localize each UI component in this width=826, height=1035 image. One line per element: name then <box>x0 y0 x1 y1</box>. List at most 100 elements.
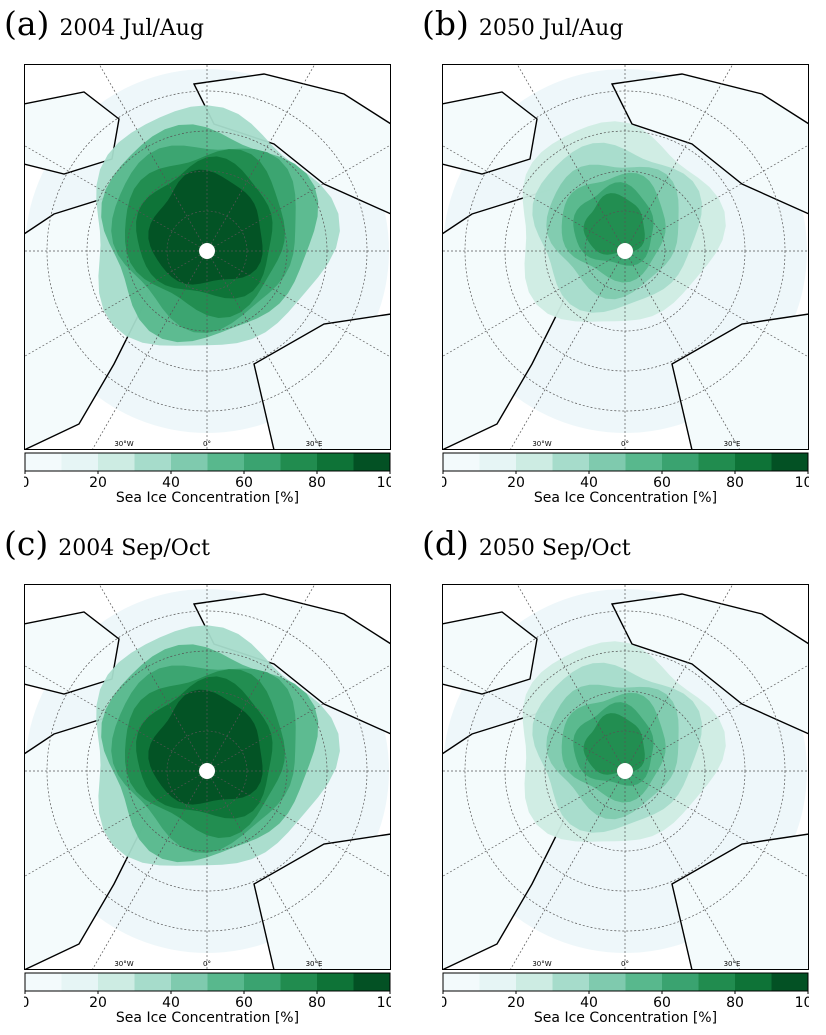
colorbar-tick-label: 0 <box>24 995 29 1010</box>
colorbar-tick-label: 100 <box>795 995 809 1010</box>
meridian-line <box>91 250 208 450</box>
colorbar-tick-label: 60 <box>235 475 253 490</box>
longitude-label: 30°W <box>532 960 551 968</box>
colorbar-label: Sea Ice Concentration [%] <box>533 1010 718 1026</box>
pole-hole <box>617 243 633 259</box>
colorbar-tick-label: 60 <box>653 475 671 490</box>
colorbar-bin <box>625 973 663 991</box>
meridian-line <box>206 770 391 878</box>
panel-letter: (c) <box>4 524 49 563</box>
colorbar-frame <box>24 972 391 992</box>
panel-title: (c) 2004 Sep/Oct <box>4 524 210 563</box>
meridian-line <box>206 250 323 450</box>
colorbar-bin <box>552 453 590 471</box>
coastline <box>442 91 538 175</box>
longitude-label: 30°E <box>724 440 741 448</box>
colorbar-bin <box>589 453 626 471</box>
longitude-label: 30°W <box>532 440 551 448</box>
colorbar-bin <box>625 453 663 471</box>
colorbar-bin <box>443 973 480 991</box>
colorbar-bin <box>735 973 772 991</box>
colorbar-bin <box>61 973 99 991</box>
pole-hole <box>199 243 215 259</box>
longitude-label: 30°E <box>724 960 741 968</box>
colorbar-bin <box>353 973 391 991</box>
meridian-line <box>24 664 208 772</box>
sea-ice-contour <box>583 193 645 255</box>
colorbar: 0 20 40 60 80 100 <box>442 452 809 490</box>
panel-letter: (b) <box>422 4 469 43</box>
meridian-line <box>624 144 809 252</box>
colorbar-tick-label: 20 <box>89 475 107 490</box>
colorbar-bin <box>662 973 699 991</box>
pole-hole <box>199 763 215 779</box>
colorbar-frame <box>442 452 809 472</box>
panel-d: (d)2050 Sep/Oct 30°W0°30°E 020406080100 … <box>418 520 818 1035</box>
colorbar-tick-label: 0 <box>442 995 447 1010</box>
colorbar-frame <box>24 452 391 472</box>
colorbar-bin <box>25 453 62 471</box>
panel-letter: (d) <box>422 524 469 563</box>
colorbar-tick-label: 100 <box>795 475 809 490</box>
panel-a: (a)2004 Jul/Aug 30°W0°30°E 020406080100 … <box>0 0 400 515</box>
colorbar-bin <box>771 973 809 991</box>
colorbar-bin <box>516 973 553 991</box>
panel-c: (c)2004 Sep/Oct 30°W0°30°E 020406080100 … <box>0 520 400 1035</box>
colorbar-bin <box>552 973 590 991</box>
colorbar-tick-label: 80 <box>308 475 326 490</box>
coastline <box>610 73 809 215</box>
colorbar-bin <box>771 453 809 471</box>
colorbar-bin <box>25 973 62 991</box>
colorbar: 0 20 40 60 80 100 <box>24 972 391 1010</box>
map-frame <box>24 64 391 450</box>
colorbar-bin <box>516 453 553 471</box>
colorbar-tick-label: 60 <box>653 995 671 1010</box>
colorbar-bin <box>662 453 699 471</box>
coastline <box>610 593 809 735</box>
colorbar-tick-label: 100 <box>377 995 391 1010</box>
pole-hole <box>617 763 633 779</box>
meridian-line <box>98 64 208 252</box>
longitude-label: 0° <box>203 440 211 448</box>
longitude-label: 0° <box>203 960 211 968</box>
colorbar-tick-label: 80 <box>308 995 326 1010</box>
longitude-label: 30°W <box>114 440 133 448</box>
colorbar-tick-label: 40 <box>162 475 180 490</box>
colorbar-bin <box>698 973 736 991</box>
colorbar-tick-label: 80 <box>726 995 744 1010</box>
meridian-line <box>624 250 741 450</box>
map-frame <box>24 584 391 970</box>
panel-title-text: 2004 Sep/Oct <box>58 536 210 561</box>
map-frame <box>442 64 809 450</box>
polar-map: 30°W 0° 30°E <box>24 64 391 450</box>
colorbar-bin <box>207 973 245 991</box>
colorbar-bin <box>171 453 208 471</box>
colorbar-bin <box>207 453 245 471</box>
longitude-label: 0° <box>621 960 629 968</box>
colorbar-bin <box>280 973 318 991</box>
longitude-label: 30°W <box>114 960 133 968</box>
meridian-line <box>624 250 809 358</box>
colorbar-label: Sea Ice Concentration [%] <box>115 490 300 506</box>
panel-b: (b)2050 Jul/Aug 30°W0°30°E 020406080100 … <box>418 0 818 515</box>
meridian-line <box>624 770 809 878</box>
meridian-line <box>206 664 391 772</box>
map-frame <box>442 584 809 970</box>
colorbar-tick-label: 80 <box>726 475 744 490</box>
colorbar: 0 20 40 60 80 100 <box>24 452 391 490</box>
colorbar-bin <box>317 973 354 991</box>
panel-title-text: 2050 Jul/Aug <box>478 16 624 41</box>
colorbar-bin <box>98 973 135 991</box>
colorbar-bin <box>61 453 99 471</box>
colorbar-tick-label: 60 <box>235 995 253 1010</box>
coastline <box>253 313 391 450</box>
colorbar-bin <box>244 453 281 471</box>
colorbar-tick-label: 20 <box>89 995 107 1010</box>
meridian-line <box>509 770 626 970</box>
colorbar-tick-label: 0 <box>442 475 447 490</box>
panel-title: (d) 2050 Sep/Oct <box>422 524 631 563</box>
meridian-line <box>24 250 208 358</box>
longitude-label: 30°E <box>306 960 323 968</box>
meridian-line <box>509 250 626 450</box>
polar-map: 30°W 0° 30°E <box>442 64 809 450</box>
